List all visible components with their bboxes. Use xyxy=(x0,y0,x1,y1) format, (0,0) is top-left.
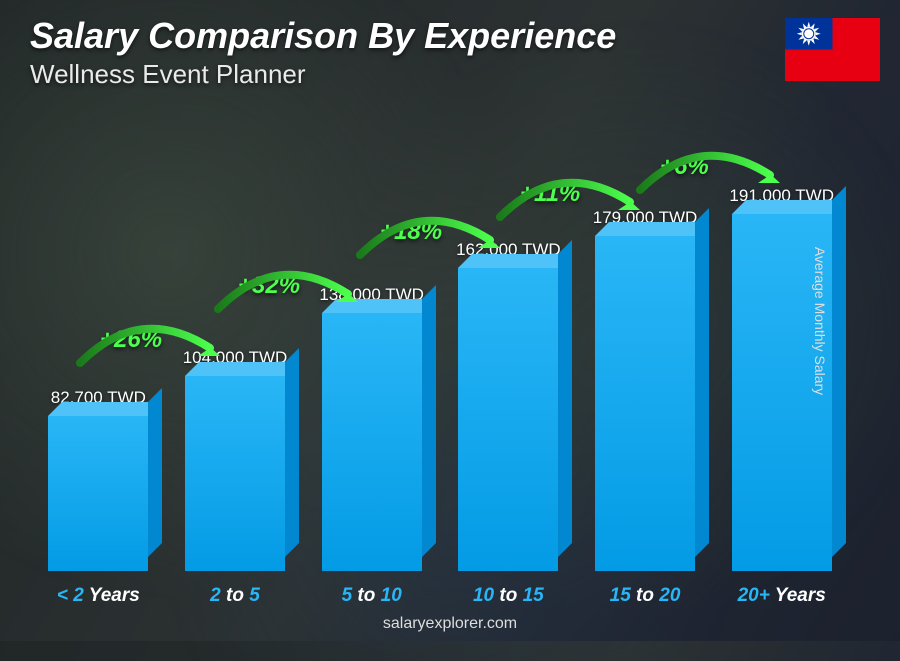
bar-group: 82,700 TWD xyxy=(34,388,163,571)
bar-side xyxy=(148,388,162,557)
bar-group: 138,000 TWD xyxy=(307,285,436,571)
bar xyxy=(595,236,695,571)
x-label: 10 to 15 xyxy=(444,585,573,607)
bar-side xyxy=(422,285,436,557)
bar-top xyxy=(185,362,299,376)
x-label: < 2 Years xyxy=(34,585,163,607)
bar-top xyxy=(732,200,846,214)
bar-front xyxy=(595,236,695,571)
bar-front xyxy=(322,313,422,571)
bar xyxy=(185,376,285,571)
bar-side xyxy=(695,208,709,557)
bar-top xyxy=(458,254,572,268)
bar xyxy=(458,268,558,571)
chart-subtitle: Wellness Event Planner xyxy=(30,59,870,90)
bar-top xyxy=(595,222,709,236)
bar-front xyxy=(185,376,285,571)
header: Salary Comparison By Experience Wellness… xyxy=(30,15,870,90)
bar-front xyxy=(48,416,148,571)
bar-group: 104,000 TWD xyxy=(171,348,300,571)
bar-chart: 82,700 TWD104,000 TWD138,000 TWD162,000 … xyxy=(30,111,850,571)
x-label: 5 to 10 xyxy=(307,585,436,607)
x-label: 20+ Years xyxy=(717,585,846,607)
y-axis-label: Average Monthly Salary xyxy=(812,246,828,394)
taiwan-flag-icon xyxy=(785,18,880,81)
bar-front xyxy=(458,268,558,571)
x-axis-labels: < 2 Years 2 to 5 5 to 10 10 to 15 15 to 20 20… xyxy=(30,585,850,607)
bar xyxy=(322,313,422,571)
bar-group: 179,000 TWD xyxy=(581,208,710,571)
footer-attribution: salaryexplorer.com xyxy=(0,615,900,633)
bar-side xyxy=(285,348,299,557)
bar-top xyxy=(322,299,436,313)
chart-title: Salary Comparison By Experience xyxy=(30,15,870,57)
x-label: 2 to 5 xyxy=(171,585,300,607)
bar xyxy=(48,416,148,571)
bar-top xyxy=(48,402,162,416)
bar-side xyxy=(558,240,572,557)
bar-side xyxy=(832,186,846,557)
bar-group: 162,000 TWD xyxy=(444,240,573,571)
x-label: 15 to 20 xyxy=(581,585,710,607)
